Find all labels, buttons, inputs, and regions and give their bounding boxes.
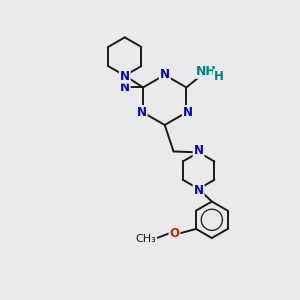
Text: N: N xyxy=(120,81,130,94)
Text: O: O xyxy=(169,227,179,240)
Text: N: N xyxy=(120,70,130,83)
Text: H: H xyxy=(214,70,224,83)
Text: N: N xyxy=(160,68,170,81)
Text: N: N xyxy=(194,144,204,158)
Text: NH: NH xyxy=(196,65,217,78)
Text: N: N xyxy=(194,184,204,197)
Text: CH₃: CH₃ xyxy=(135,234,156,244)
Text: N: N xyxy=(183,106,193,119)
Text: N: N xyxy=(136,106,147,119)
